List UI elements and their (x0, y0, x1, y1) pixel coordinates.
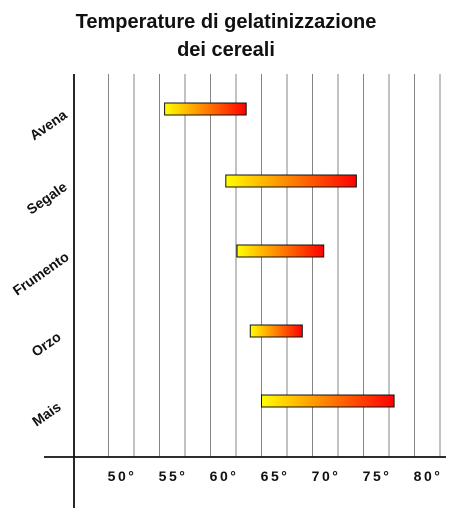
range-bars (164, 102, 395, 408)
range-bar-orzo (249, 324, 303, 338)
x-tick-label-50: 50° (108, 468, 137, 484)
x-tick-label-60: 60° (210, 468, 239, 484)
chart-title-line-2: dei cereali (177, 39, 275, 61)
x-tick-label-55: 55° (159, 468, 188, 484)
x-tick-label-80: 80° (414, 468, 443, 484)
grid-lines (108, 74, 441, 457)
chart-title-line-1: Temperature di gelatinizzazione (76, 11, 377, 33)
range-bar-avena (164, 102, 247, 116)
category-label-frumento: Frumento (10, 248, 72, 298)
x-tick-label-65: 65° (261, 468, 290, 484)
x-tick-label-75: 75° (363, 468, 392, 484)
range-bar-segale (225, 174, 357, 188)
category-label-avena: Avena (27, 106, 70, 143)
x-tick-label-70: 70° (312, 468, 341, 484)
range-bar-mais (261, 394, 395, 408)
category-label-mais: Mais (29, 398, 64, 429)
category-label-orzo: Orzo (28, 328, 63, 359)
category-label-segale: Segale (24, 178, 70, 217)
range-bar-frumento (236, 244, 325, 258)
x-tick-labels: 50° 55° 60° 65° 70° 75° 80° (108, 468, 443, 484)
category-labels: Avena Segale Frumento Orzo Mais (10, 106, 72, 429)
